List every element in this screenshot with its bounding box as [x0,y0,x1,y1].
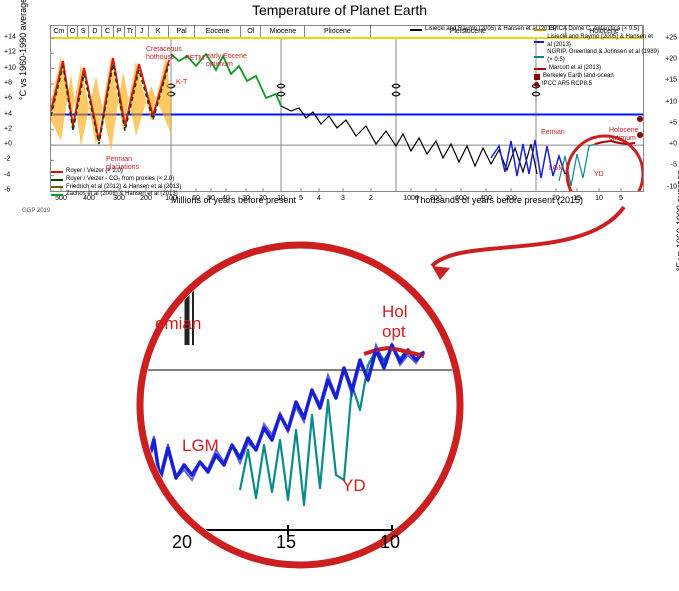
svg-text:PETM: PETM [185,55,205,62]
x-tick: 5 [619,195,623,202]
zoom-annotation: emian [155,314,201,334]
legend-swatch [51,186,63,188]
x-tick: 10 [595,195,603,202]
legend-row: EPICA Dome C, Antarctica (× 0.5) [534,26,659,34]
y-tick-right: +10 [665,98,677,105]
y-tick-left: +12 [4,49,16,56]
y-axis-title-left: °C vs 1960-1990 average [18,0,28,100]
svg-text:LGM: LGM [549,165,564,172]
legend-row: Marcott et al (2013) [534,65,659,73]
y-tick-right: +5 [669,119,677,126]
x-axis-label-right: Thousands of years before present (2015) [415,195,583,205]
svg-text:K-T: K-T [176,79,188,86]
legend-swatch [534,74,540,80]
legend-label: Friedrich et al (2012) & Hansen et al (2… [66,184,181,192]
zoom-x-tick: 10 [380,532,400,553]
legend-row: Zachos et al (2008) & Hansen et al (2013… [51,191,181,199]
legend-swatch [534,29,546,31]
legend-swatch [534,41,544,43]
y-tick-left: +6 [4,95,12,102]
legend-row: Lisiecki and Raymo (2005) & Hansen et al… [534,34,659,50]
y-tick-right: -10 [667,183,677,190]
y-tick-left: +10 [4,64,16,71]
legend-row: IPCC AR5 RCP8.5 [534,81,659,89]
svg-text:Holocene: Holocene [609,127,639,134]
svg-text:Eemian: Eemian [541,129,565,136]
zoom-annotation: LGM [182,436,219,456]
x-tick: 2 [369,195,373,202]
top-chart: Temperature of Planet Earth °C vs 1960-1… [20,0,659,215]
y-tick-right: +0 [669,141,677,148]
legend-label: Marcott et al (2013) [549,65,601,73]
legend-left: Royer / Veizer (× 2.0)Royer / Veizer - C… [51,168,181,199]
legend-swatch [51,171,63,173]
legend-row: Royer / Veizer (× 2.0) [51,168,181,176]
zoom-annotation: YD [342,476,366,496]
legend-label: Berkeley Earth land-ocean [543,73,614,81]
svg-text:Cretaceous: Cretaceous [146,46,182,53]
y-tick-right: +20 [665,56,677,63]
svg-text:hothouse: hothouse [146,54,175,61]
y-tick-left: +8 [4,79,12,86]
legend-label: Royer / Veizer - CO₂ from proxies (× 2.0… [66,176,174,184]
legend-swatch [534,68,546,70]
chart-title: Temperature of Planet Earth [20,0,659,18]
x-tick: 4 [317,195,321,202]
legend-label: IPCC AR5 RCP8.5 [542,81,592,89]
legend-row: NGRIP, Greenland & Johnsen et al (1989) … [534,49,659,65]
y-tick-left: -6 [4,187,10,194]
y-tick-right: -5 [671,162,677,169]
legend-label: Lisiecki and Raymo (2005) & Hansen et al… [547,34,659,50]
legend-label: Zachos et al (2008) & Hansen et al (2013… [66,191,178,199]
y-tick-left: -2 [4,156,10,163]
svg-text:Permian: Permian [106,156,132,163]
legend-right: EPICA Dome C, Antarctica (× 0.5)Lisiecki… [534,26,659,88]
legend-row: Royer / Veizer - CO₂ from proxies (× 2.0… [51,176,181,184]
legend-swatch [51,194,63,196]
zoom-x-tick: 15 [276,532,296,553]
y-tick-right: +15 [665,77,677,84]
legend-row: Friedrich et al (2012) & Hansen et al (2… [51,184,181,192]
legend-swatch [410,29,422,31]
svg-text:early Eocene: early Eocene [206,53,247,60]
zoom-annotation: Holopt [382,302,408,342]
x-tick: 5 [299,195,303,202]
zoom-region: 20 15 10 emian Holopt LGM YD [120,240,480,570]
legend-swatch [51,179,63,181]
x-axis-label-left: Millions of years before present [171,195,296,205]
x-tick: 3 [341,195,345,202]
svg-text:YD: YD [594,171,604,178]
y-tick-left: +0 [4,141,12,148]
legend-label: Royer / Veizer (× 2.0) [66,168,123,176]
zoom-x-tick: 20 [172,532,192,553]
svg-text:optimum: optimum [206,61,233,68]
y-tick-left: +4 [4,110,12,117]
legend-row: Berkeley Earth land-ocean [534,73,659,81]
y-tick-left: +14 [4,34,16,41]
legend-label: EPICA Dome C, Antarctica (× 0.5) [549,26,639,34]
legend-swatch [534,82,539,87]
legend-label: NGRIP, Greenland & Johnsen et al (1989) … [547,49,659,65]
legend-swatch [534,56,544,58]
y-tick-right: +25 [665,34,677,41]
y-tick-left: +2 [4,125,12,132]
y-tick-left: -4 [4,171,10,178]
credit-text: GGP 2019 [22,208,50,214]
zoom-svg [120,240,480,570]
